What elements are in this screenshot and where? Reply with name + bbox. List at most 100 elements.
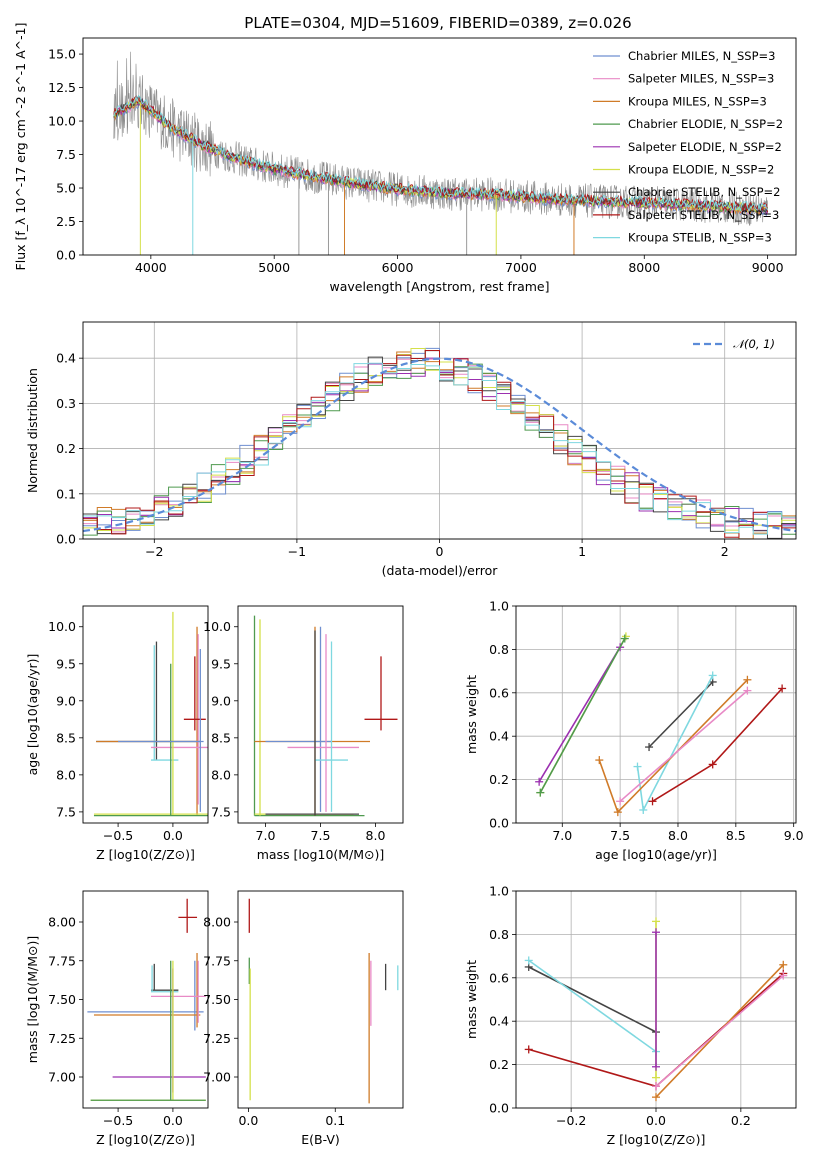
x-tick-label: 7.5	[610, 828, 630, 843]
age_vs_Z-xlabel: Z [log10(Z/Z⊙)]	[96, 847, 195, 862]
y-tick-label: 7.50	[48, 992, 76, 1007]
series-line	[528, 966, 657, 1033]
legend-entry: Salpeter ELODIE, N_SSP=2	[628, 140, 782, 154]
series-line	[598, 679, 748, 814]
mass_vs_EBV-bars	[248, 898, 399, 1104]
y-tick-label: 9.5	[56, 656, 76, 671]
x-tick-label: 4000	[135, 260, 167, 275]
residuals-ylabel: Normed distribution	[25, 368, 40, 493]
y-tick-label: 0.0	[56, 532, 76, 547]
spectrum-model-line	[113, 94, 768, 213]
weight_vs_Z-xlabel: Z [log10(Z/Z⊙)]	[607, 1132, 706, 1147]
legend-entry: Kroupa STELIB, N_SSP=3	[628, 231, 772, 245]
y-tick-label: 5.0	[56, 181, 76, 196]
y-tick-label: 9.5	[211, 656, 231, 671]
x-tick-label: 7000	[505, 260, 537, 275]
x-tick-label: 0.0	[163, 1113, 183, 1128]
y-tick-label: 7.00	[203, 1070, 231, 1085]
weight_vs_age-lines	[535, 632, 787, 817]
legend-entry: Salpeter MILES, N_SSP=3	[628, 72, 774, 86]
x-tick-label: 8.5	[726, 828, 746, 843]
spectrum-xlabel: wavelength [Angstrom, rest frame]	[329, 279, 549, 294]
histogram-steps	[83, 347, 796, 539]
mass_vs_EBV-xlabel: E(B-V)	[301, 1132, 340, 1147]
weight_vs_Z-lines	[524, 917, 788, 1102]
y-tick-label: 0.4	[489, 729, 509, 744]
series-line	[538, 646, 621, 783]
y-tick-label: 8.0	[56, 767, 76, 782]
mass_vs_EBV-frame	[237, 890, 404, 1109]
series-line	[636, 675, 714, 813]
y-tick-label: 7.00	[48, 1070, 76, 1085]
y-tick-label: 0.0	[489, 816, 509, 831]
x-tick-label: 6000	[382, 260, 414, 275]
series-line	[539, 638, 626, 793]
y-tick-label: 0.6	[489, 970, 509, 985]
y-tick-label: 7.25	[48, 1031, 76, 1046]
y-tick-label: 7.5	[56, 804, 76, 819]
x-tick-label: 0.1	[325, 1113, 345, 1128]
x-tick-label: 8.0	[366, 828, 386, 843]
histogram-frame	[82, 321, 797, 540]
series-line	[648, 681, 714, 748]
y-tick-label: 0.2	[56, 441, 76, 456]
y-tick-label: 8.00	[203, 915, 231, 930]
x-tick-label: 0.2	[731, 1113, 751, 1128]
x-tick-label: −0.2	[556, 1113, 586, 1128]
legend-entry: Salpeter STELIB, N_SSP=3	[628, 208, 779, 222]
x-tick-label: 5000	[258, 260, 290, 275]
y-tick-label: 8.0	[211, 767, 231, 782]
legend-entry: Kroupa MILES, N_SSP=3	[628, 94, 767, 108]
x-tick-label: 7.5	[311, 828, 331, 843]
spectrum-lines	[113, 51, 769, 255]
y-tick-label: 0.2	[489, 1057, 509, 1072]
y-tick-label: 0.8	[489, 642, 509, 657]
y-tick-label: 0.3	[56, 396, 76, 411]
weight_vs_Z-frame	[515, 890, 797, 1109]
x-tick-label: −0.5	[103, 828, 133, 843]
age_vs_mass-bars	[253, 615, 398, 817]
age_vs_Z-frame	[82, 605, 209, 824]
y-tick-label: 0.6	[489, 685, 509, 700]
chart-title: PLATE=0304, MJD=51609, FIBERID=0389, z=0…	[244, 14, 631, 32]
legend-entry: Chabrier MILES, N_SSP=3	[628, 49, 775, 63]
x-tick-label: 0.0	[163, 828, 183, 843]
y-tick-label: 0.0	[489, 1101, 509, 1116]
mass_vs_Z-xlabel: Z [log10(Z/Z⊙)]	[96, 1132, 195, 1147]
y-tick-label: 7.75	[203, 953, 231, 968]
y-tick-label: 2.5	[56, 214, 76, 229]
age_vs_Z-bars	[93, 611, 208, 817]
weight_vs_age-ylabel: mass weight	[464, 675, 479, 754]
x-tick-label: 0.0	[238, 1113, 258, 1128]
y-tick-label: 0.8	[489, 927, 509, 942]
legend-entry: Chabrier STELIB, N_SSP=2	[628, 185, 780, 199]
series-line	[619, 689, 748, 802]
y-tick-label: 7.75	[48, 953, 76, 968]
legend-entry: 𝒩(0, 1)	[733, 337, 775, 351]
spectrum-ylabel: Flux [f_λ 10^-17 erg cm^-2 s^-1 A^-1]	[13, 23, 28, 271]
x-tick-label: −2	[145, 544, 163, 559]
mass_vs_Z-bars	[87, 898, 206, 1101]
y-tick-label: 0.4	[56, 351, 76, 366]
y-tick-label: 0.1	[56, 486, 76, 501]
x-tick-label: 7.0	[552, 828, 572, 843]
y-tick-label: 9.0	[56, 693, 76, 708]
mass_vs_Z-ylabel: mass [log10(M/M⊙)]	[25, 936, 40, 1064]
x-tick-label: 0	[436, 544, 444, 559]
y-tick-label: 0.2	[489, 772, 509, 787]
y-tick-label: 10.0	[48, 619, 76, 634]
x-tick-label: 8000	[628, 260, 660, 275]
x-tick-label: 9.0	[784, 828, 804, 843]
legend-entry: Chabrier ELODIE, N_SSP=2	[628, 117, 783, 131]
x-tick-label: 2	[721, 544, 729, 559]
y-tick-label: 8.00	[48, 915, 76, 930]
y-tick-label: 12.5	[48, 80, 76, 95]
series-line	[528, 959, 657, 1053]
x-tick-label: 8.0	[668, 828, 688, 843]
spectrum-frame	[82, 37, 797, 256]
age_vs_mass-xlabel: mass [log10(M/M⊙)]	[257, 847, 385, 862]
y-tick-label: 10.0	[203, 619, 231, 634]
x-tick-label: −1	[288, 544, 306, 559]
residuals-xlabel: (data-model)/error	[382, 563, 499, 578]
